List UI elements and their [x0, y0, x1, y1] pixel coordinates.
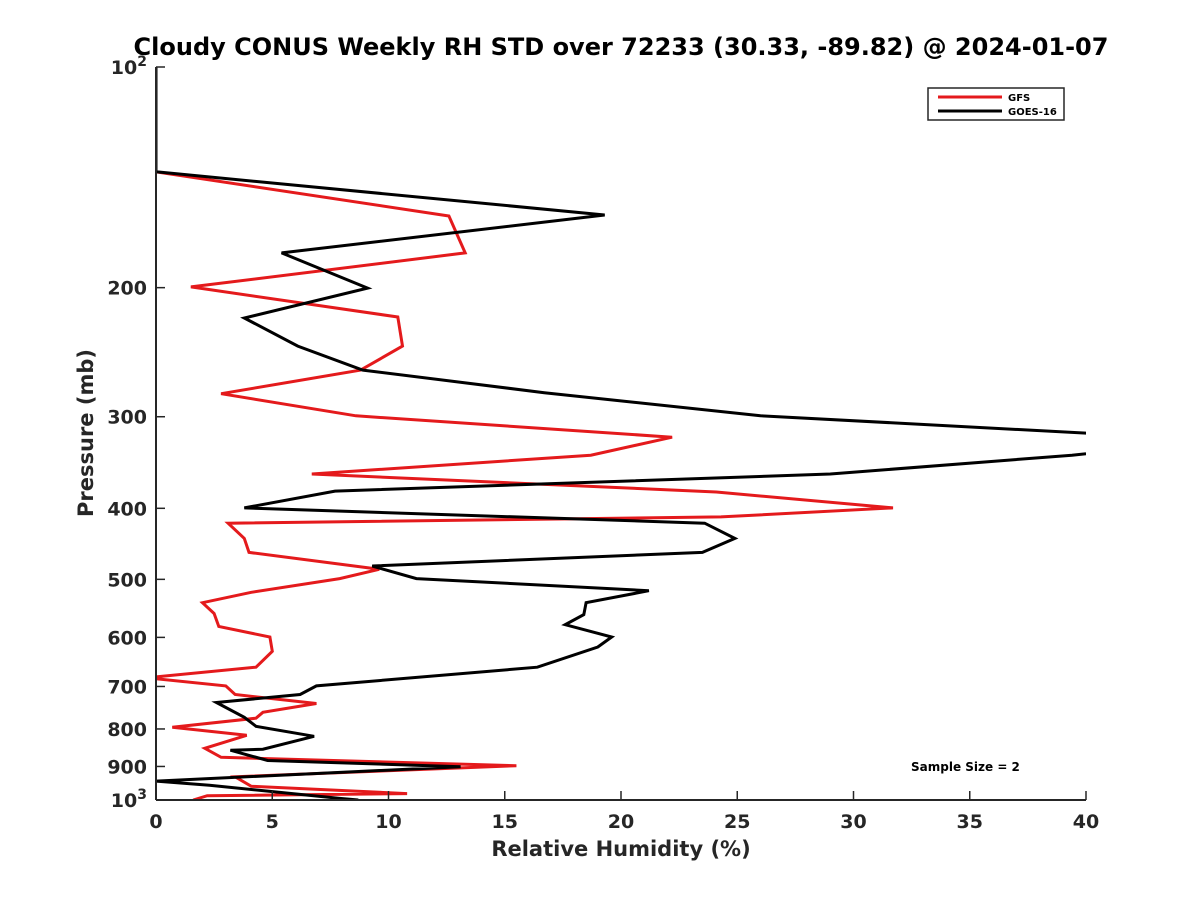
- y-tick-label: 500: [107, 569, 147, 591]
- y-tick-label: 900: [107, 756, 147, 778]
- x-axis-label: Relative Humidity (%): [491, 837, 750, 861]
- x-tick-label: 30: [840, 811, 866, 833]
- x-tick-label: 0: [149, 811, 162, 833]
- y-ticks: 102 200 300 400 500 600 700 800 900 103: [107, 54, 165, 812]
- x-tick-label: 5: [266, 811, 279, 833]
- series-line-goes16: [156, 67, 1086, 800]
- y-tick-label: 300: [107, 407, 147, 429]
- legend-label-gfs: GFS: [1008, 93, 1030, 104]
- y-axis-label: Pressure (mb): [74, 349, 98, 517]
- legend: GFS GOES-16: [927, 87, 1065, 121]
- legend-box: [927, 87, 1065, 121]
- sample-size-annotation: Sample Size = 2: [911, 760, 1020, 774]
- x-tick-label: 20: [608, 811, 634, 833]
- y-tick-label: 400: [107, 498, 147, 520]
- x-tick-label: 15: [492, 811, 518, 833]
- y-tick-label: 102: [111, 54, 147, 79]
- y-tick-label: 800: [107, 719, 147, 741]
- x-tick-label: 40: [1073, 811, 1099, 833]
- y-tick-label: 600: [107, 627, 147, 649]
- x-tick-label: 10: [375, 811, 401, 833]
- series-line-gfs: [156, 67, 894, 800]
- y-tick-label: 200: [107, 278, 147, 300]
- legend-label-goes16: GOES-16: [1008, 107, 1057, 118]
- y-tick-label: 700: [107, 676, 147, 698]
- series-layer: [156, 67, 1086, 800]
- x-tick-label: 35: [957, 811, 983, 833]
- y-tick-label: 103: [111, 787, 147, 812]
- chart-title: Cloudy CONUS Weekly RH STD over 72233 (3…: [134, 33, 1109, 61]
- x-ticks: 0 5 10 15 20 25 30 35 40: [149, 791, 1099, 833]
- x-tick-label: 25: [724, 811, 750, 833]
